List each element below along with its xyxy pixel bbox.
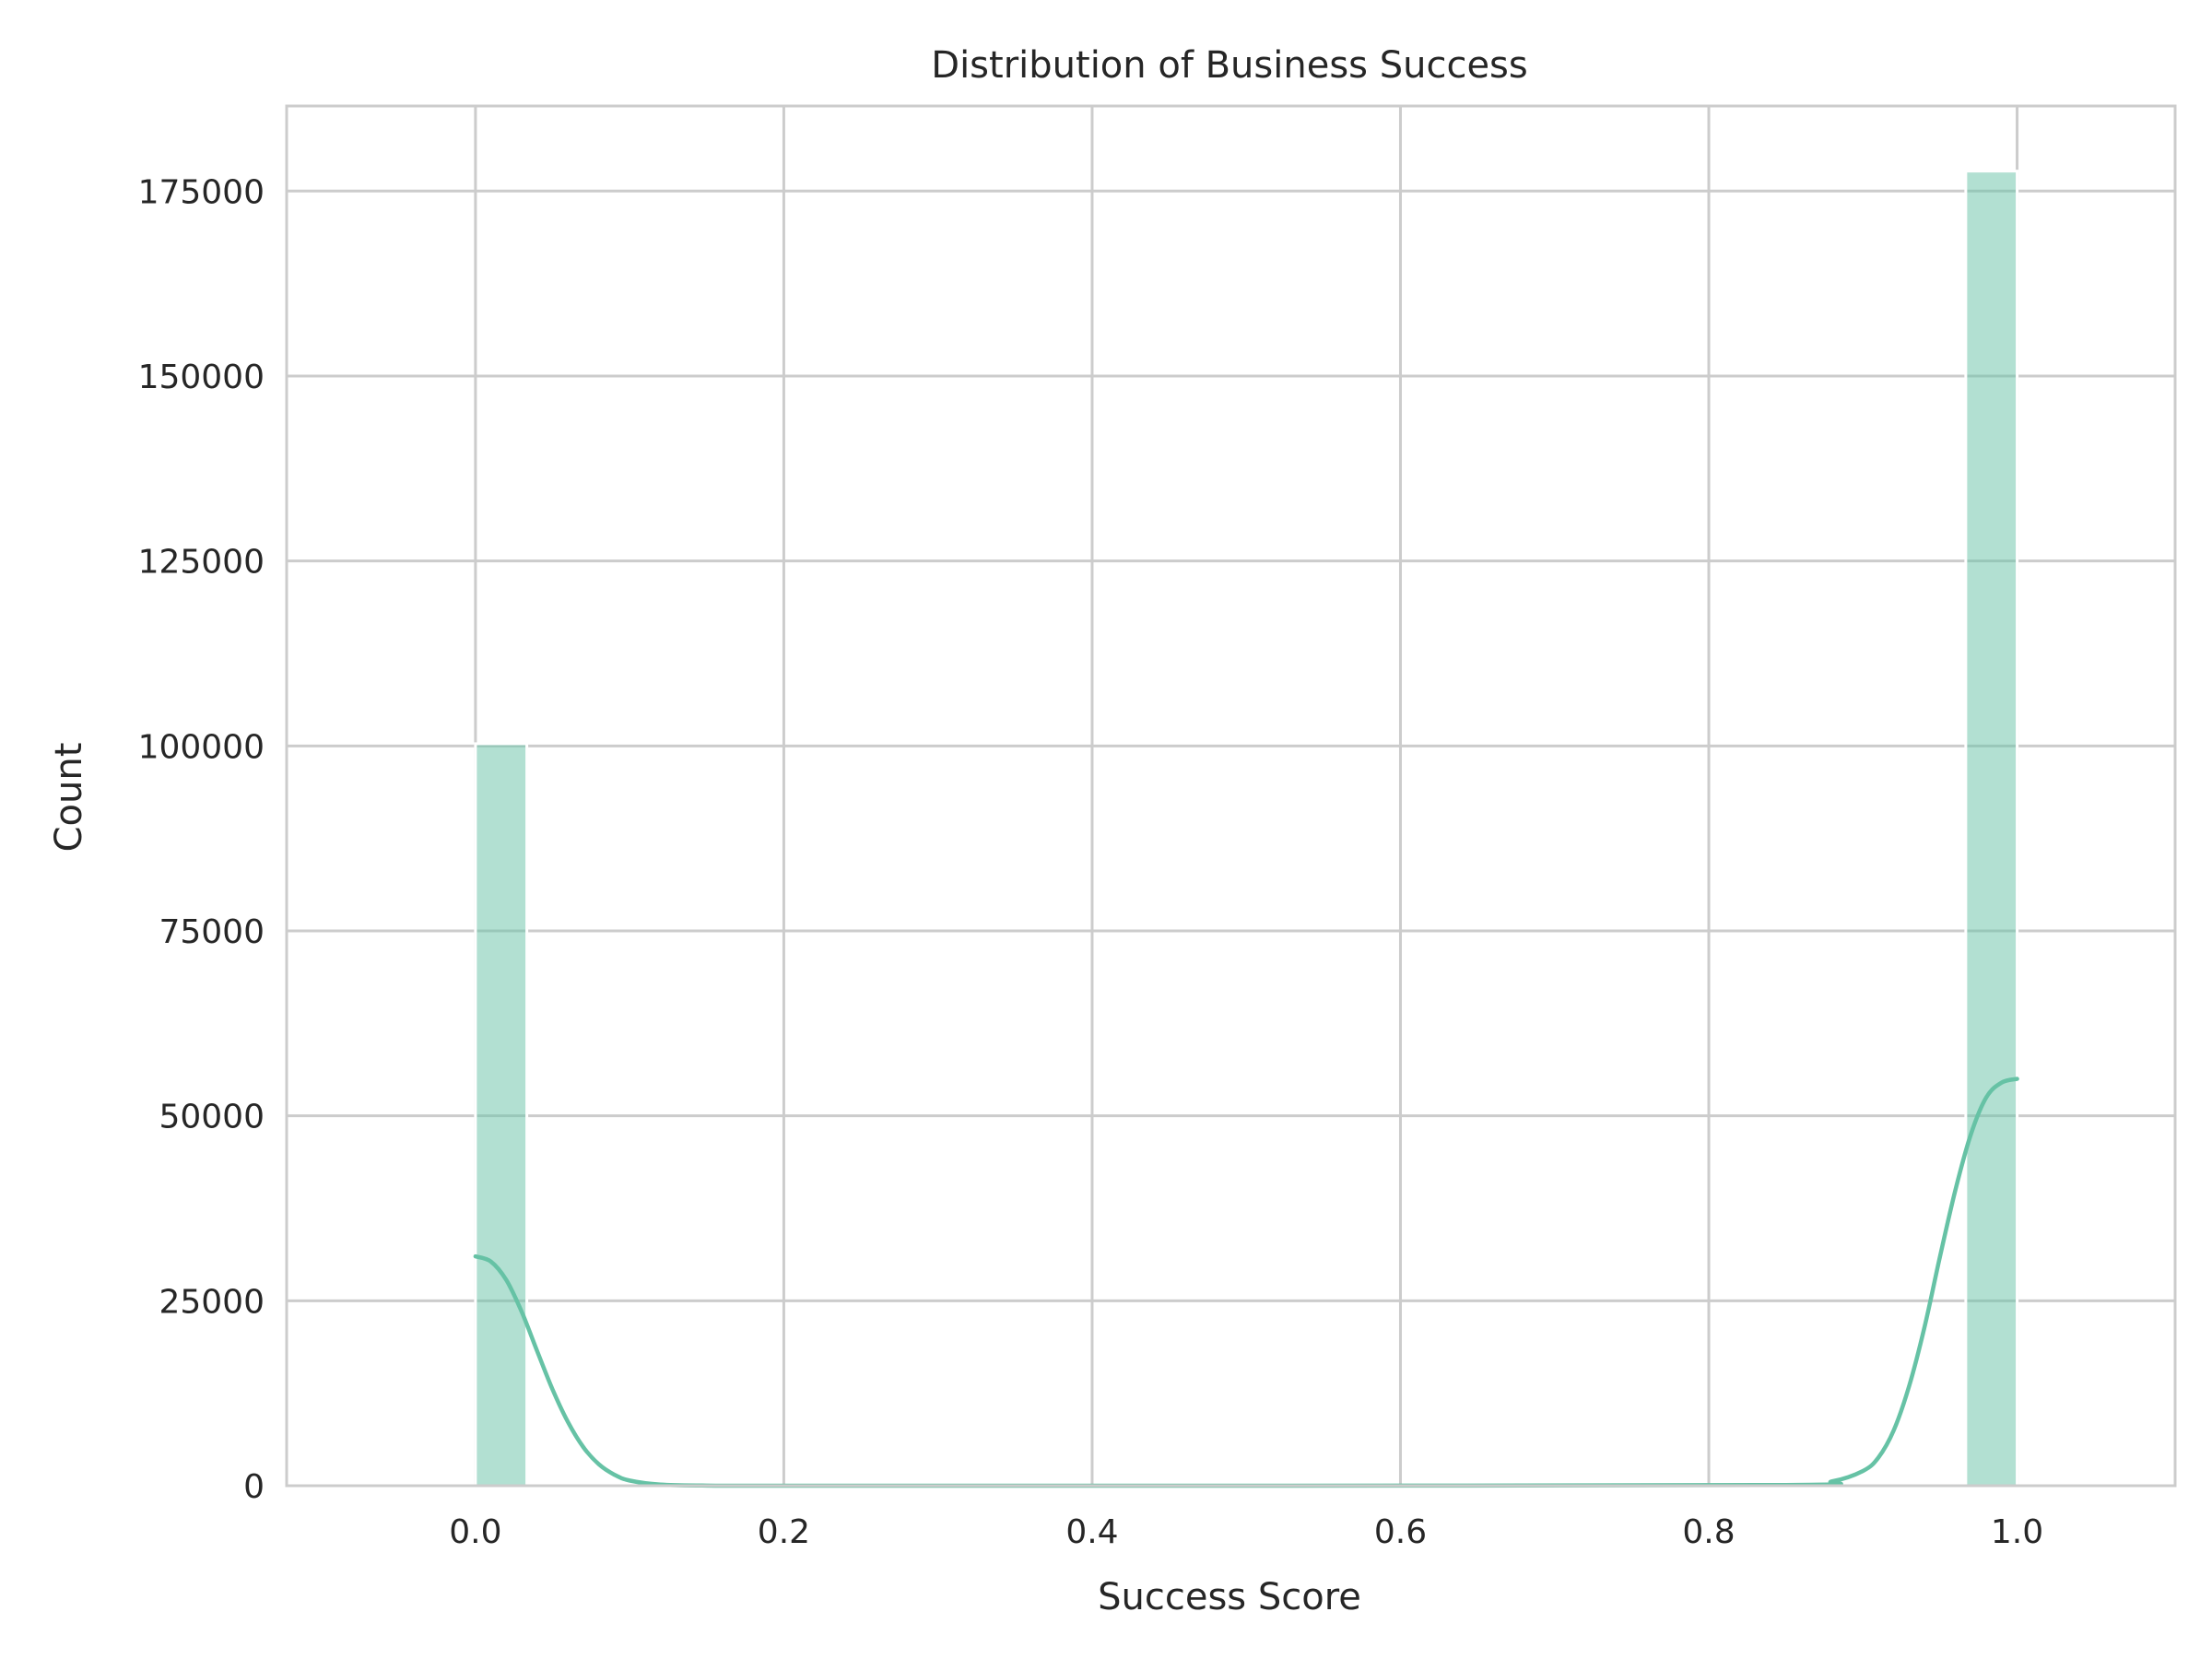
x-axis-label: Success Score (1098, 1576, 1361, 1618)
y-tick-label: 25000 (159, 1283, 265, 1321)
plot-area-frame (285, 104, 2177, 1488)
y-tick-label: 150000 (138, 359, 265, 396)
x-tick-label: 0.4 (1065, 1513, 1118, 1551)
x-tick-label: 0.2 (758, 1513, 810, 1551)
x-tick-label: 0.0 (449, 1513, 501, 1551)
y-tick-label: 175000 (138, 173, 265, 211)
chart-title: Distribution of Business Success (931, 44, 1527, 87)
y-tick-label: 125000 (138, 544, 265, 582)
y-axis-label: Count (48, 743, 90, 853)
x-tick-label: 0.8 (1682, 1513, 1735, 1551)
histogram-bar (1964, 170, 2019, 1488)
y-tick-label: 0 (243, 1468, 265, 1506)
x-tick-label: 1.0 (1991, 1513, 2043, 1551)
y-tick-label: 100000 (138, 728, 265, 766)
x-axis-ticks: 0.0 0.2 0.4 0.6 0.8 1.0 (449, 1513, 2043, 1551)
histogram-bars (474, 170, 2019, 1488)
histogram-bar (474, 742, 529, 1488)
y-tick-label: 75000 (159, 913, 265, 951)
x-tick-label: 0.6 (1374, 1513, 1427, 1551)
y-tick-label: 50000 (159, 1099, 265, 1136)
y-axis-ticks: 0 25000 50000 75000 100000 125000 150000 175000 (138, 173, 265, 1506)
